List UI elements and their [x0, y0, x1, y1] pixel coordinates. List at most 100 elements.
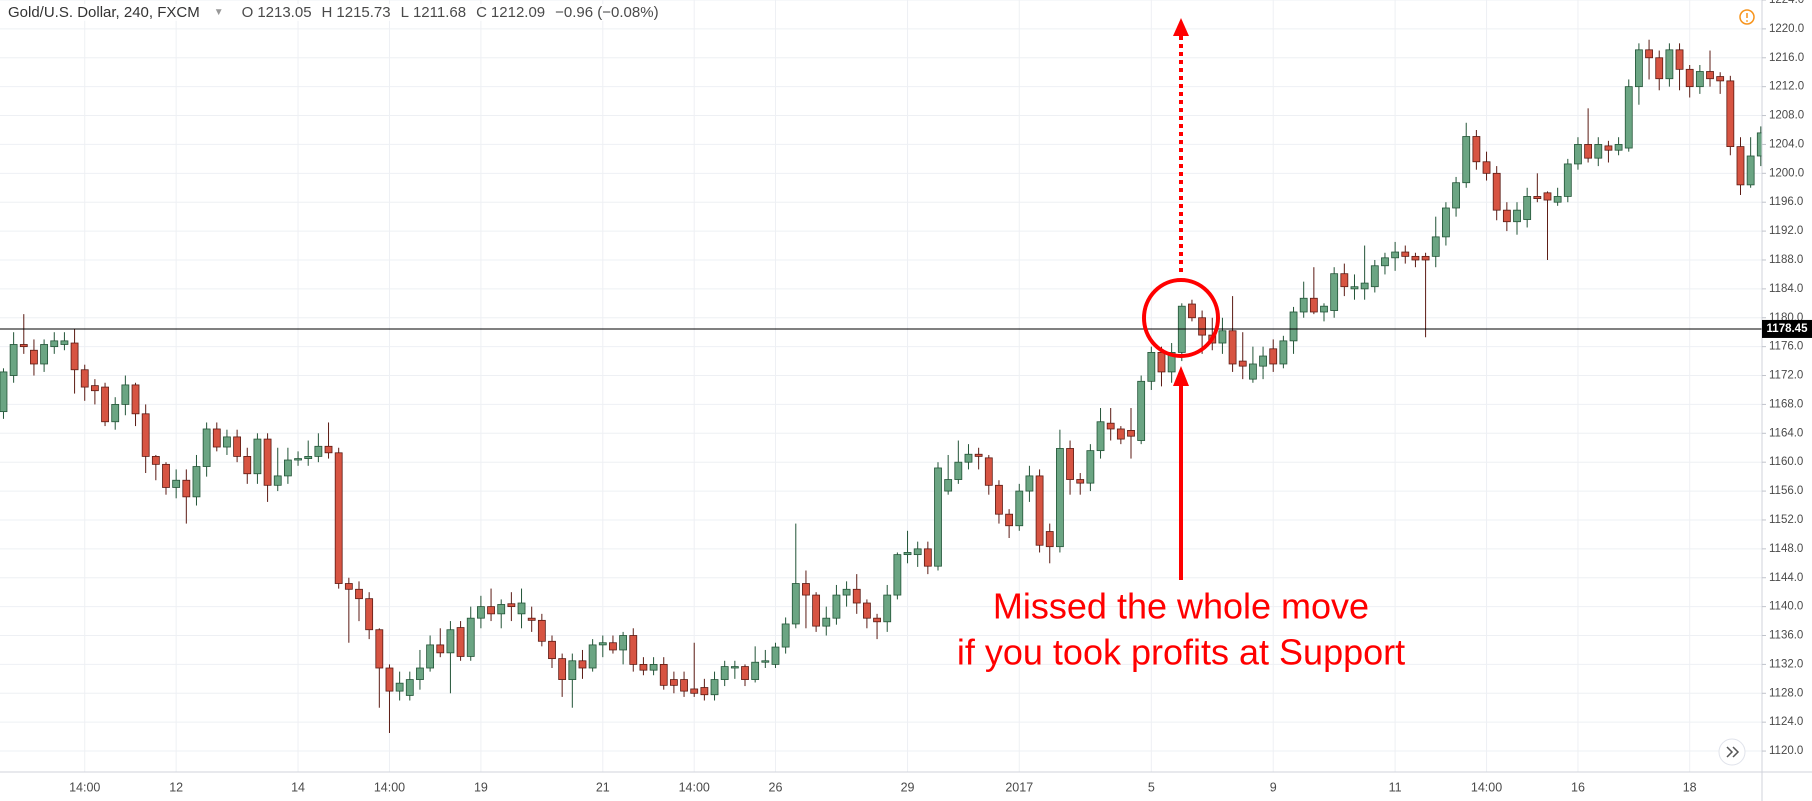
- price-line-label-box: [1762, 319, 1812, 338]
- candle-body: [842, 588, 851, 596]
- candle-body: [1188, 303, 1196, 319]
- candle-body: [873, 617, 881, 623]
- candle-body: [80, 369, 89, 388]
- candle-body: [1106, 422, 1115, 430]
- candle-body: [1259, 355, 1267, 367]
- candle-body: [609, 642, 617, 651]
- candle-body: [1442, 207, 1450, 238]
- candle-body: [1695, 71, 1704, 88]
- candle-body: [802, 583, 810, 596]
- candle-body: [375, 629, 384, 669]
- candle-body: [263, 438, 272, 486]
- x-tick-label: 14: [291, 780, 305, 794]
- candle-body: [304, 456, 313, 459]
- ohlc-label: H: [321, 4, 333, 21]
- candle-body: [436, 644, 445, 654]
- candle-body: [832, 594, 841, 619]
- candle-body: [19, 344, 28, 348]
- candles: [0, 39, 1762, 734]
- candle-body: [1198, 317, 1207, 336]
- candle-body: [1472, 136, 1481, 163]
- candle-body: [426, 644, 435, 669]
- candle-body: [1665, 49, 1674, 80]
- candle-body: [141, 413, 150, 457]
- candle-body: [395, 682, 404, 692]
- x-tick-label: 9: [1270, 780, 1277, 794]
- candle-body: [527, 617, 536, 621]
- y-tick-label: 1168.0: [1769, 398, 1803, 410]
- candle-body: [517, 602, 526, 615]
- candle-body: [1218, 330, 1227, 344]
- candle-body: [1350, 286, 1359, 290]
- y-tick-label: 1172.0: [1769, 370, 1803, 382]
- candle-body: [619, 635, 628, 651]
- candle-body: [1096, 421, 1105, 452]
- candle-body: [1411, 255, 1420, 261]
- candle-body: [324, 445, 333, 454]
- x-tick-label: 26: [769, 780, 783, 794]
- annotation-shapes: [1142, 18, 1220, 580]
- candle-body: [751, 661, 760, 680]
- candle-body: [1716, 76, 1725, 82]
- candle-body: [923, 548, 932, 567]
- candle-body: [1756, 132, 1762, 157]
- candle-body: [40, 344, 49, 365]
- candle-body: [558, 658, 567, 680]
- candle-body: [1309, 297, 1318, 313]
- candle-body: [507, 603, 516, 608]
- alert-icon-dot: [1746, 20, 1748, 22]
- grid: [0, 0, 1762, 772]
- x-tick-label: 19: [474, 780, 488, 794]
- x-tick-label: 14:00: [679, 780, 710, 794]
- candle-body: [1116, 428, 1125, 440]
- annotation-text: Missed the whole move: [993, 586, 1369, 627]
- y-tick-label: 1220.0: [1769, 23, 1804, 35]
- y-tick-label: 1120.0: [1769, 745, 1803, 757]
- y-tick-label: 1224.0: [1769, 0, 1804, 6]
- candle-body: [1015, 490, 1024, 527]
- candle-body: [863, 602, 871, 619]
- candle-body: [1584, 144, 1593, 159]
- price-line-label: 1178.45: [1767, 323, 1809, 335]
- x-tick-label: 16: [1571, 780, 1585, 794]
- ohlc-value: 1215.73: [336, 4, 391, 21]
- symbol: Gold/U.S. Dollar, 240, FXCM: [8, 4, 200, 21]
- candle-body: [223, 436, 231, 448]
- candle-body: [1492, 172, 1501, 211]
- candle-body: [669, 679, 678, 686]
- candle-body: [385, 667, 394, 692]
- candle-body: [1594, 144, 1603, 159]
- candle-body: [1553, 196, 1562, 203]
- candle-body: [1076, 479, 1085, 484]
- candle-body: [913, 548, 922, 556]
- candle-body: [1726, 80, 1735, 148]
- candle-body: [893, 554, 902, 596]
- y-tick-label: 1176.0: [1769, 341, 1803, 353]
- y-tick-label: 1196.0: [1769, 196, 1803, 208]
- scroll-button-icon: [1726, 746, 1740, 758]
- candle-body: [1025, 475, 1034, 492]
- candle-body: [283, 459, 292, 477]
- candle-body: [1482, 161, 1491, 174]
- candle-body: [1269, 348, 1278, 365]
- candle-body: [253, 438, 262, 475]
- ohlc-label: C: [476, 4, 487, 21]
- candle-body: [476, 606, 485, 619]
- symbol-caret[interactable]: ▼: [213, 7, 224, 18]
- candle-body: [1249, 363, 1257, 380]
- candle-body: [1614, 144, 1623, 151]
- candle-body: [1736, 146, 1745, 186]
- candle-body: [405, 679, 414, 696]
- alert-icon[interactable]: [1739, 9, 1755, 25]
- candle-body: [680, 679, 688, 692]
- y-tick-label: 1164.0: [1769, 427, 1803, 439]
- x-tick-label: 14:00: [69, 780, 100, 794]
- candle-body: [1228, 330, 1237, 365]
- candle-body: [192, 466, 201, 498]
- candle-body: [1543, 192, 1552, 201]
- y-tick-label: 1208.0: [1769, 110, 1804, 122]
- candle-body: [50, 340, 59, 348]
- candle-body: [1238, 360, 1247, 367]
- candle-body: [0, 371, 8, 413]
